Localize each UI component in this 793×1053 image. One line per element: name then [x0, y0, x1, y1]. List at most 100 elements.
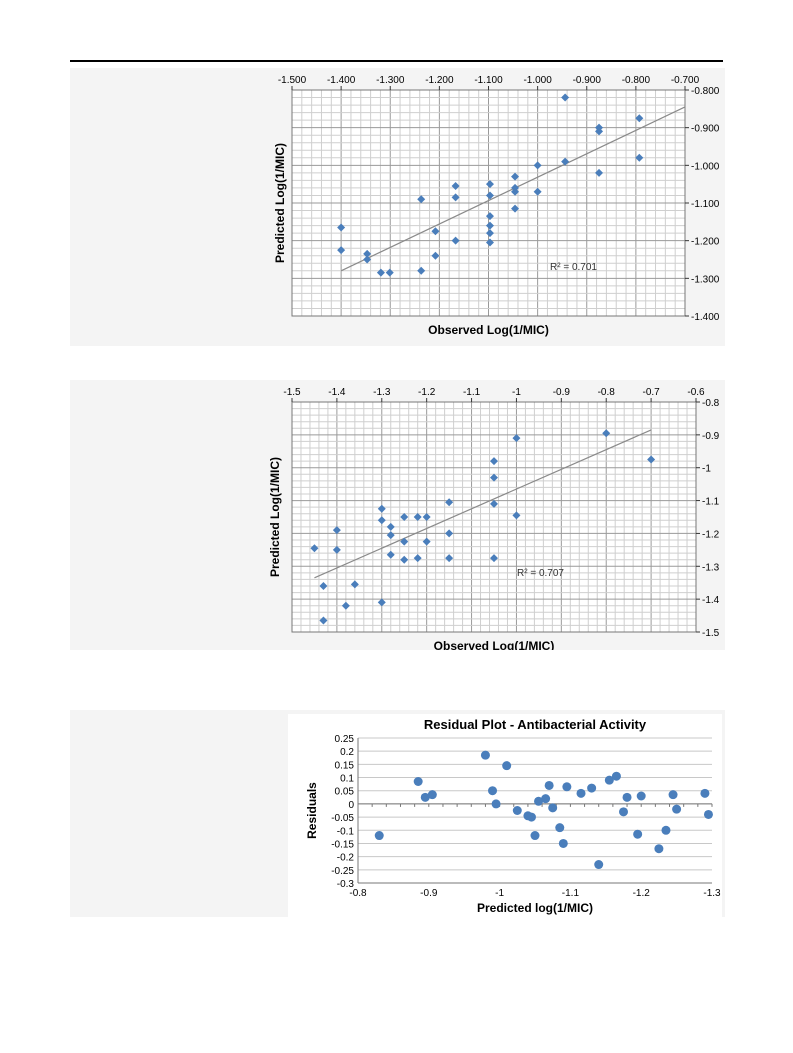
data-point: [451, 236, 460, 245]
data-point: [451, 182, 460, 191]
x-tick-label: -1.300: [376, 75, 405, 86]
y-tick-label: -1.4: [702, 595, 720, 606]
data-point: [386, 522, 395, 531]
scatter-chart-1: -1.500 -1.400 -1.300 -1.200 -1.100 -1.000 -0.9…: [273, 75, 720, 337]
x-tick-label: -1.2: [418, 387, 436, 398]
x-tick-label: -1.5: [283, 387, 301, 398]
data-point: [512, 434, 521, 443]
data-point: [451, 193, 460, 202]
data-point: [485, 221, 494, 230]
y-tick-label: 0.25: [335, 734, 355, 745]
y-tick-label: -0.8: [702, 398, 720, 409]
y-axis-label: Predicted Log(1/MIC): [268, 457, 282, 577]
data-point: [363, 249, 372, 258]
r-squared-label: R² = 0.707: [517, 568, 564, 579]
data-point: [332, 526, 341, 535]
y-tick-label: 0.1: [340, 774, 354, 785]
data-point: [400, 555, 409, 564]
y-tick-label: -1.2: [702, 529, 720, 540]
data-point: [490, 457, 498, 466]
x-tick-label: -0.9: [420, 888, 438, 899]
y-tick-label: -0.25: [331, 866, 354, 877]
y-tick-label: 0.15: [335, 760, 355, 771]
data-point: [647, 455, 656, 464]
y-tick-label: -0.1: [337, 826, 355, 837]
data-point: [490, 473, 498, 482]
y-tick-label: -0.900: [691, 124, 720, 135]
data-point: [555, 823, 565, 833]
y-tick-label: -0.05: [331, 813, 354, 824]
data-point: [400, 537, 409, 546]
data-point: [672, 804, 682, 814]
data-point: [622, 792, 632, 802]
data-point: [491, 799, 501, 809]
y-tick-label: -0.800: [691, 86, 720, 97]
data-point: [485, 229, 494, 238]
data-point: [386, 550, 395, 559]
x-tick-label: -0.7: [642, 387, 660, 398]
x-tick-label: -1.100: [474, 75, 503, 86]
data-point: [548, 803, 558, 813]
data-point: [541, 794, 551, 804]
data-point: [530, 831, 540, 841]
data-point: [427, 790, 437, 800]
trendline: [314, 429, 652, 579]
x-tick-label: -1: [512, 387, 521, 398]
r-squared-label: R² = 0.701: [550, 262, 597, 273]
x-axis-label: Predicted log(1/MIC): [477, 901, 593, 915]
residual-plot: Residual Plot - Antibacterial Activity 0.…: [288, 714, 722, 917]
data-point: [661, 825, 671, 835]
data-point: [341, 601, 350, 610]
data-point: [431, 227, 440, 236]
data-point: [602, 429, 611, 438]
y-tick-label: -1: [702, 464, 711, 475]
y-tick-label: -1.300: [691, 274, 720, 285]
data-point: [654, 844, 664, 854]
data-point: [534, 796, 544, 806]
x-tick-label: -1.2: [633, 888, 651, 899]
data-point: [417, 195, 426, 204]
data-point: [502, 761, 512, 771]
page-header-rule: [70, 60, 723, 62]
x-tick-label: -1.200: [425, 75, 454, 86]
data-point: [386, 531, 395, 540]
y-tick-label: -1.200: [691, 237, 720, 248]
data-point: [400, 513, 409, 521]
y-tick-label: 0.2: [340, 747, 354, 758]
data-point: [604, 775, 614, 785]
x-tick-label: -0.700: [671, 75, 700, 86]
data-point: [377, 598, 386, 607]
data-point: [668, 790, 678, 800]
x-tick-label: -0.900: [573, 75, 602, 86]
data-point: [533, 187, 542, 196]
x-tick-label: -1.000: [523, 75, 552, 86]
x-axis-label: Observed Log(1/MIC): [428, 323, 549, 337]
data-point: [635, 153, 644, 162]
data-point: [512, 511, 521, 520]
data-point: [611, 771, 621, 781]
data-point: [431, 251, 440, 260]
y-tick-label: -1.000: [691, 161, 720, 172]
scatter-chart-2: -1.5 -1.4 -1.3 -1.2 -1.1 -1 -0.9 -0.8 -0.7 -0.6-0…: [268, 387, 720, 650]
y-axis-label: Residuals: [305, 782, 319, 839]
data-point: [420, 792, 430, 802]
data-point: [587, 783, 597, 793]
data-point: [422, 537, 431, 546]
data-point: [319, 582, 328, 590]
data-point: [417, 266, 426, 275]
data-point: [377, 516, 386, 525]
x-tick-label: -0.6: [687, 387, 705, 398]
data-point: [485, 238, 494, 247]
data-point: [485, 191, 494, 200]
data-point: [558, 838, 568, 848]
y-tick-label: -1.100: [691, 199, 720, 210]
data-point: [533, 161, 542, 170]
data-point: [422, 513, 431, 521]
x-tick-label: -0.8: [598, 387, 616, 398]
y-tick-label: -0.2: [337, 853, 355, 864]
data-point: [385, 268, 394, 277]
y-tick-label: -0.15: [331, 839, 354, 850]
data-point: [619, 807, 628, 817]
chart-panel-2: -1.5 -1.4 -1.3 -1.2 -1.1 -1 -0.9 -0.8 -0.7 -0.6 -0…: [70, 380, 725, 650]
data-point: [700, 788, 710, 798]
